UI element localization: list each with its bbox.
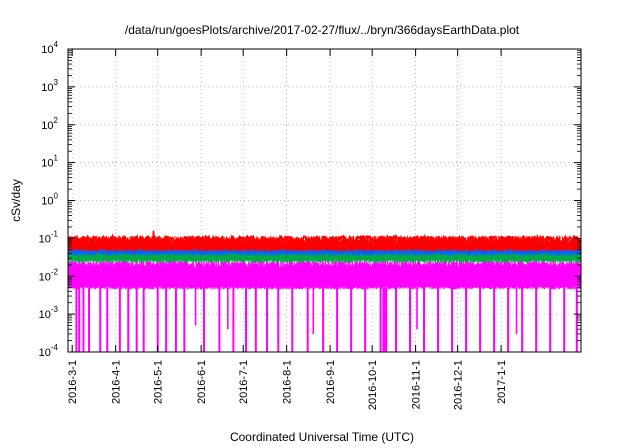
y-tick-exponent: 0 xyxy=(54,192,59,201)
y-tick-label: 104 xyxy=(41,40,58,56)
x-tick-label: 2016-3-1 xyxy=(67,360,79,404)
x-tick-label: 2016-6-1 xyxy=(196,360,208,404)
y-tick-base: 10 xyxy=(41,82,53,94)
x-tick-label: 2016-7-1 xyxy=(238,360,250,404)
y-tick-label: 100 xyxy=(41,192,58,208)
x-tick-labels: 2016-3-1 2016-4-1 2016-5-1 2016-6-1 2016-7-1… xyxy=(67,360,508,410)
y-tick-label: 10-4 xyxy=(39,343,59,359)
x-tick-label: 2017-1-1 xyxy=(496,360,508,404)
y-tick-base: 10 xyxy=(39,271,51,283)
y-tick-base: 10 xyxy=(41,120,53,132)
y-tick-exponent: 1 xyxy=(54,154,59,163)
y-tick-base: 10 xyxy=(41,158,53,170)
y-tick-label: 101 xyxy=(41,154,58,170)
y-tick-exponent: -1 xyxy=(51,229,59,238)
x-tick-label: 2016-4-1 xyxy=(111,360,123,404)
y-tick-label: 10-3 xyxy=(39,305,59,321)
x-tick-label: 2016-11-1 xyxy=(411,360,423,409)
x-tick-label: 2016-12-1 xyxy=(453,360,465,410)
chart-title: /data/run/goesPlots/archive/2017-02-27/f… xyxy=(125,23,520,37)
y-tick-base: 10 xyxy=(39,233,51,245)
series-line xyxy=(67,230,582,247)
y-tick-base: 10 xyxy=(41,196,53,208)
x-axis-label: Coordinated Universal Time (UTC) xyxy=(230,430,414,444)
x-tick-label: 2016-9-1 xyxy=(325,360,337,404)
grid-lines xyxy=(68,49,581,352)
axis-ticks xyxy=(68,48,581,353)
y-tick-exponent: 3 xyxy=(54,78,59,87)
y-tick-base: 10 xyxy=(41,44,53,56)
y-tick-exponent: -2 xyxy=(51,267,59,276)
y-tick-label: 10-1 xyxy=(39,229,59,245)
y-tick-exponent: 2 xyxy=(54,116,59,125)
y-tick-exponent: -4 xyxy=(51,343,59,352)
y-tick-base: 10 xyxy=(39,309,51,321)
y-tick-label: 10-2 xyxy=(39,267,59,283)
x-tick-label: 2016-8-1 xyxy=(282,360,294,404)
x-tick-label: 2016-10-1 xyxy=(367,360,379,410)
series-trace xyxy=(67,260,582,290)
x-tick-label: 2016-5-1 xyxy=(153,360,165,404)
series-layer xyxy=(67,230,582,352)
y-tick-exponent: -3 xyxy=(51,305,59,314)
y-tick-label: 103 xyxy=(41,78,58,94)
y-axis-label: cSv/day xyxy=(9,179,23,222)
y-tick-label: 102 xyxy=(41,116,58,132)
y-tick-exponent: 4 xyxy=(54,40,59,49)
y-tick-base: 10 xyxy=(39,347,51,359)
